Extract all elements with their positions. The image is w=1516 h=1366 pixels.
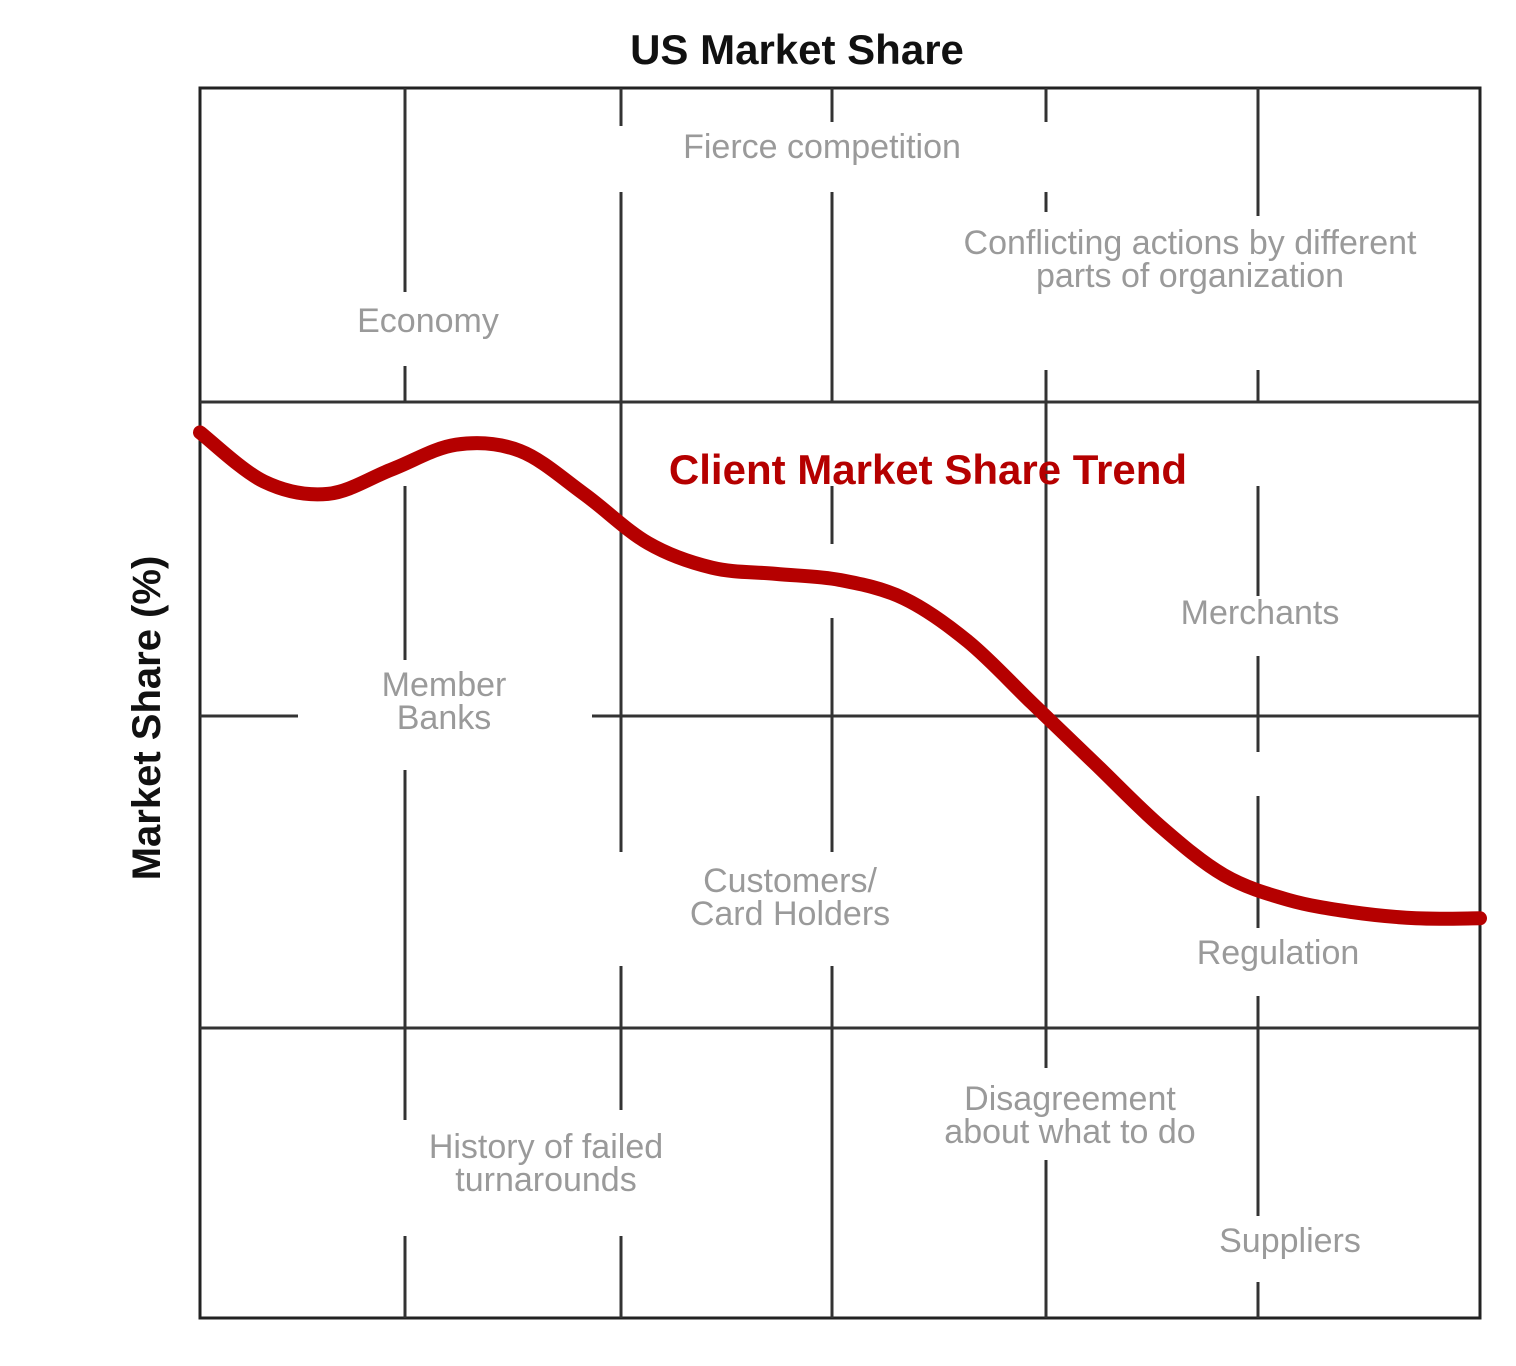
annotation-member-banks: Member Banks xyxy=(382,666,507,737)
annotation-fierce-competition-line-1: Fierce competition xyxy=(683,128,961,166)
data-point-1-21 xyxy=(1478,916,1482,921)
plot-frame xyxy=(198,86,1482,1320)
data-point-1-16 xyxy=(1158,824,1162,828)
data-point-1-9 xyxy=(710,565,714,570)
annotation-economy: Economy xyxy=(357,302,499,340)
annotation-conflicting-actions-line-2: parts of organization xyxy=(1036,257,1344,295)
data-point-1-2 xyxy=(262,479,266,484)
annotation-customers-card-holders-line-1: Customers/ xyxy=(703,862,877,900)
data-point-1-18 xyxy=(1286,897,1290,902)
annotation-disagreement-line-1: Disagreement xyxy=(964,1080,1176,1118)
annotation-regulation: Regulation xyxy=(1197,934,1360,972)
data-point-1-4 xyxy=(390,467,394,472)
annotation-suppliers-line-1: Suppliers xyxy=(1219,1222,1361,1260)
annotation-regulation-line-1: Regulation xyxy=(1197,934,1360,972)
annotation-history-failed-turnarounds-line-1: History of failed xyxy=(429,1128,663,1166)
annotation-fierce-competition: Fierce competition xyxy=(683,128,961,166)
annotation-disagreement-line-2: about what to do xyxy=(944,1113,1195,1151)
annotation-merchants: Merchants xyxy=(1181,594,1340,632)
annotation-suppliers: Suppliers xyxy=(1219,1222,1361,1260)
y-axis-label: Market Share (%) xyxy=(125,556,169,881)
annotation-economy-line-1: Economy xyxy=(357,302,499,340)
annotation-history-failed-turnarounds-line-2: turnarounds xyxy=(455,1161,636,1199)
data-point-1-19 xyxy=(1350,910,1354,915)
data-point-1-11 xyxy=(838,578,842,582)
data-point-1-15 xyxy=(1094,762,1098,767)
annotation-layer: Economy Fierce competition Conflicting act… xyxy=(357,128,1417,1260)
data-point-1-10 xyxy=(774,571,778,576)
data-point-1-1 xyxy=(198,430,202,435)
annotation-conflicting-actions-line-1: Conflicting actions by different xyxy=(964,224,1418,262)
chart-title: US Market Share xyxy=(630,26,964,73)
annotation-disagreement: Disagreement about what to do xyxy=(944,1080,1195,1151)
data-point-1-13 xyxy=(966,639,970,644)
annotation-history-failed-turnarounds: History of failed turnarounds xyxy=(429,1128,663,1199)
annotation-member-banks-line-1: Member xyxy=(382,666,507,704)
annotation-conflicting-actions: Conflicting actions by different parts of… xyxy=(964,224,1418,295)
annotation-merchants-line-1: Merchants xyxy=(1181,594,1340,632)
series-layer: Client Market Share Trend xyxy=(193,425,1487,926)
data-point-1-6 xyxy=(518,448,522,453)
data-point-1-8 xyxy=(646,541,650,546)
data-point-1-20 xyxy=(1414,916,1418,921)
data-point-1-3 xyxy=(326,491,330,496)
annotation-customers-card-holders-line-2: Card Holders xyxy=(690,895,890,933)
data-point-1-5 xyxy=(454,442,458,447)
data-point-1-14 xyxy=(1030,701,1034,705)
series-label-client-market-share-trend: Client Market Share Trend xyxy=(669,446,1187,493)
data-point-1-17 xyxy=(1222,873,1226,878)
annotation-member-banks-line-2: Banks xyxy=(397,699,492,737)
annotation-customers-card-holders: Customers/Card Holders xyxy=(690,862,890,933)
data-point-1-7 xyxy=(582,491,586,496)
data-point-1-12 xyxy=(902,596,906,601)
